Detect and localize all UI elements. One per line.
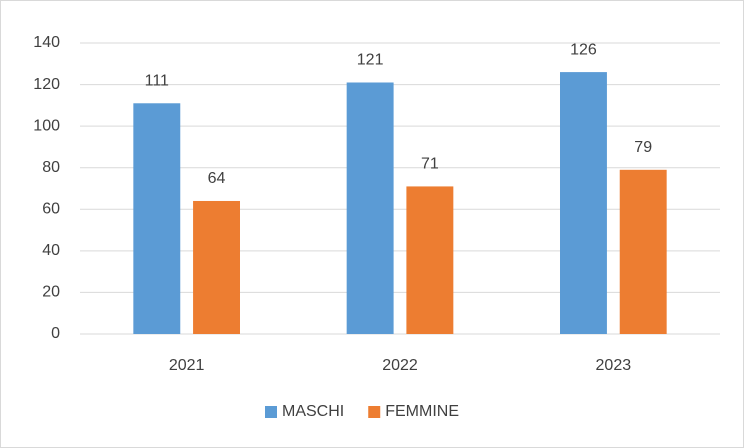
x-tick-label: 2022 [382, 357, 418, 374]
legend-swatch [368, 406, 381, 418]
data-label: 121 [357, 52, 384, 69]
bar [133, 103, 181, 335]
y-tick-label: 80 [42, 159, 60, 176]
data-label: 126 [570, 41, 597, 58]
bar [560, 72, 607, 334]
bar [193, 200, 240, 334]
data-label: 79 [634, 139, 652, 156]
data-label: 64 [208, 170, 226, 187]
legend-label: FEMMINE [385, 403, 459, 420]
legend-label: MASCHI [282, 403, 344, 420]
y-tick-label: 0 [51, 325, 60, 342]
y-tick-label: 120 [33, 76, 60, 93]
y-tick-label: 60 [42, 201, 60, 218]
bar [406, 186, 454, 334]
y-tick-label: 20 [42, 284, 60, 301]
y-tick-label: 140 [33, 34, 60, 51]
data-label: 111 [145, 72, 169, 89]
x-tick-label: 2023 [596, 357, 632, 374]
y-tick-label: 100 [33, 117, 60, 134]
y-tick-label: 40 [42, 242, 60, 259]
data-label: 71 [421, 156, 439, 173]
bar [619, 169, 667, 334]
x-tick-label: 2021 [169, 357, 205, 374]
legend-swatch [265, 406, 277, 418]
bar [346, 82, 394, 334]
